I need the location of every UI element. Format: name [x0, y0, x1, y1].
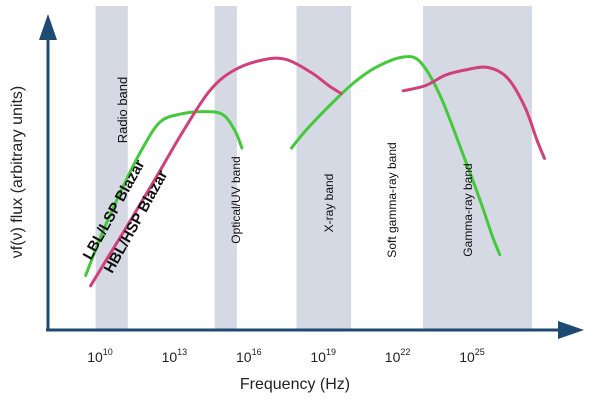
x-axis-arrow-icon: [558, 321, 584, 339]
series-1-curve-1: [401, 65, 546, 160]
band-label-radio: Radio band: [115, 77, 130, 144]
series-0-curve-1: [290, 55, 502, 257]
x-tick-label: 1025: [459, 347, 485, 365]
band-label-optical-uv: Optical/UV band: [229, 156, 243, 243]
frequency-bands: [95, 6, 533, 330]
band-label-gamma-ray: Gamma-ray band: [461, 163, 475, 256]
x-tick-label: 1010: [87, 347, 113, 365]
y-axis-arrow-icon: [39, 14, 57, 40]
band-labels: Radio band Optical/UV band X-ray band So…: [115, 77, 475, 258]
axes: [39, 14, 584, 339]
x-tick-label: 1013: [162, 347, 188, 365]
band-rect-2: [296, 6, 352, 330]
band-rect-1: [214, 6, 237, 330]
y-axis-title: νf(ν) flux (arbitrary units): [9, 86, 26, 258]
x-tick-labels: 1010 1013 1016 1019 1022 1025: [87, 347, 485, 365]
series-curves: [84, 55, 546, 288]
band-label-x-ray: X-ray band: [322, 174, 336, 233]
axis-titles: Frequency (Hz) νf(ν) flux (arbitrary uni…: [9, 86, 350, 393]
x-tick-label: 1016: [236, 347, 262, 365]
band-rect-3: [423, 6, 533, 330]
series-0-curve-0: [84, 110, 244, 277]
band-label-soft-gamma-ray: Soft gamma-ray band: [385, 142, 399, 257]
x-axis-title: Frequency (Hz): [240, 376, 350, 393]
x-tick-label: 1019: [310, 347, 336, 365]
x-tick-label: 1022: [385, 347, 411, 365]
band-rect-0: [95, 6, 128, 330]
series-1-curve-0: [89, 56, 343, 288]
